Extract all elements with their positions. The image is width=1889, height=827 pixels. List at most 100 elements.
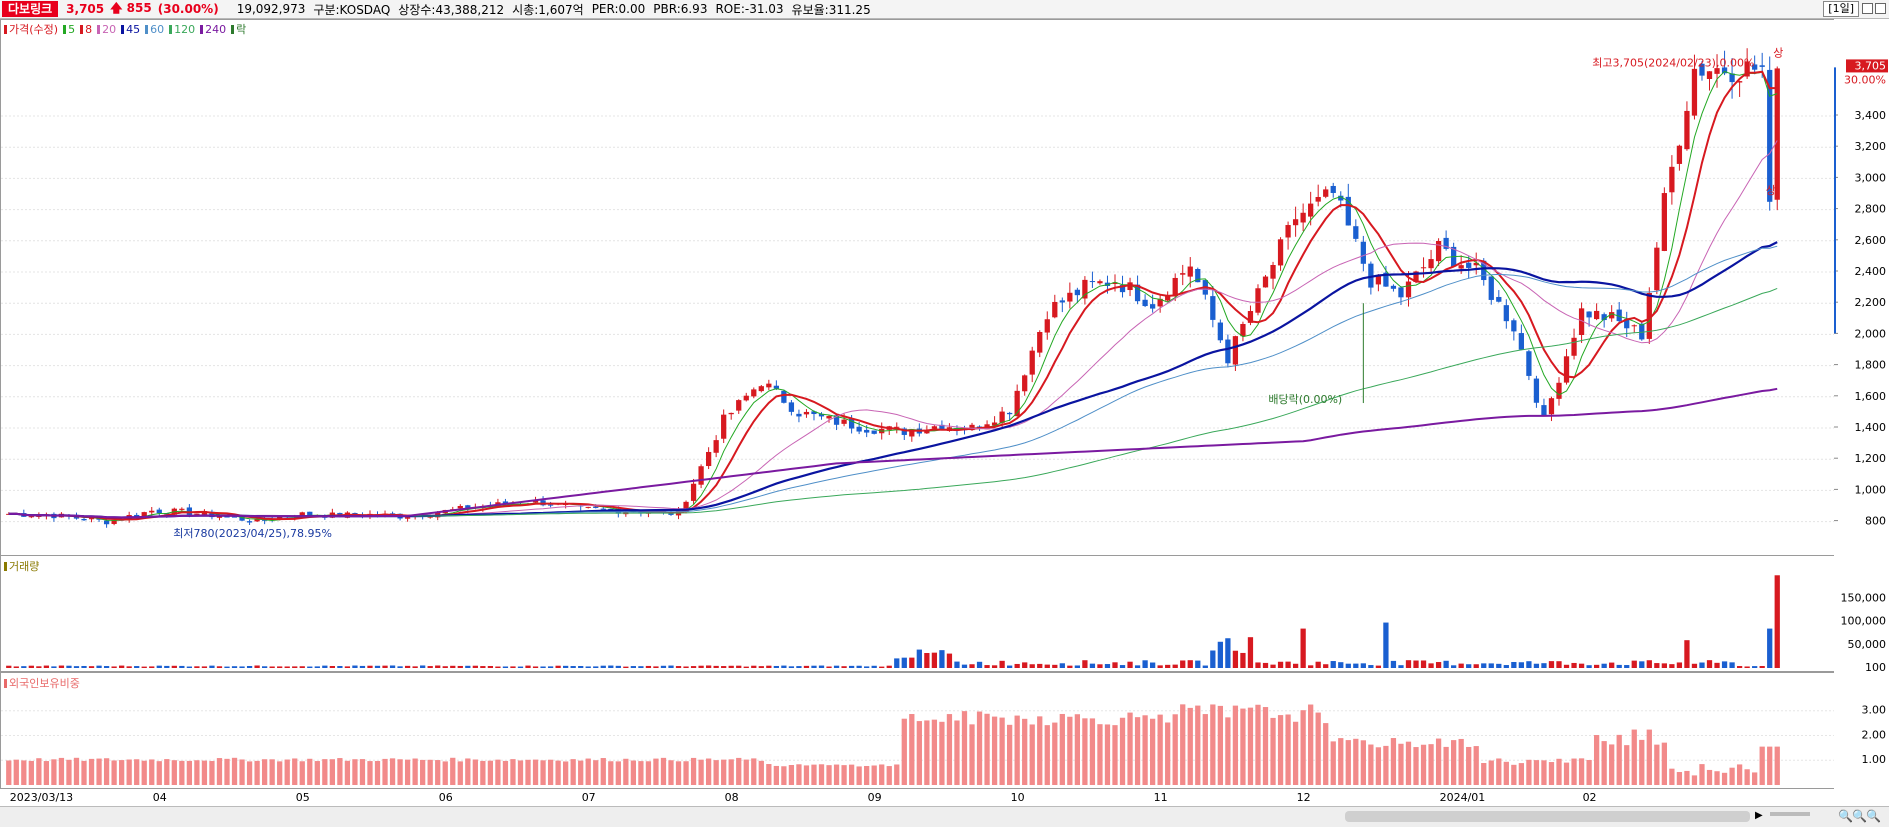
- foreign-ratio-bar: [1609, 744, 1615, 785]
- candle-body: [88, 518, 95, 520]
- legend-marker: [145, 24, 149, 34]
- volume-bar: [1593, 664, 1600, 668]
- volume-bar: [1488, 663, 1494, 668]
- candle-body: [1518, 333, 1525, 350]
- legend-item-3[interactable]: 20: [97, 23, 116, 36]
- volume-bar: [1089, 663, 1096, 668]
- candle-body: [721, 414, 727, 439]
- candle-body: [1541, 405, 1547, 416]
- volume-bar: [976, 661, 983, 668]
- candle-body: [231, 516, 238, 518]
- legend-item-5[interactable]: 60: [145, 23, 164, 36]
- volume-bar: [931, 652, 938, 668]
- legend-label: 8: [85, 22, 93, 36]
- stock-name[interactable]: 다보링크: [2, 1, 59, 17]
- legend-item-4[interactable]: 45: [121, 23, 140, 36]
- foreign-ratio-bar: [442, 761, 448, 785]
- foreign-ratio-bar: [705, 758, 712, 785]
- foreign-ratio-bar: [156, 761, 162, 785]
- foreign-ratio-bar: [593, 760, 599, 785]
- period-selector[interactable]: [1일]: [1823, 1, 1859, 17]
- foreign-ratio-bar: [450, 757, 456, 785]
- foreign-ratio-bar: [58, 757, 65, 785]
- volume-bar: [292, 666, 298, 668]
- foreign-ratio-bar: [1699, 764, 1705, 785]
- volume-bar: [721, 666, 727, 668]
- volume-bar: [1044, 664, 1050, 668]
- legend-label: 60: [150, 22, 165, 36]
- reserve-ratio: 유보율:311.25: [791, 2, 871, 17]
- candle-body: [1308, 203, 1314, 217]
- volume-bar: [1360, 663, 1366, 668]
- volume-bar: [502, 666, 509, 668]
- foreign-ratio-bar: [1082, 718, 1088, 785]
- volume-bar: [743, 666, 749, 668]
- candle-body: [1097, 281, 1103, 284]
- zoom-in-icon[interactable]: 🔍: [1852, 809, 1867, 823]
- legend-item-8[interactable]: 락: [231, 21, 246, 37]
- foreign-ratio-bar: [954, 720, 960, 785]
- candle-body: [833, 415, 840, 425]
- foreign-ratio-bar: [690, 757, 697, 785]
- volume-bar: [1210, 650, 1216, 668]
- volume-bar: [239, 666, 245, 668]
- foreign-ratio-bar: [141, 760, 147, 785]
- volume-bar: [201, 666, 208, 668]
- foreign-ratio-bar: [51, 759, 57, 785]
- volume-bar: [1435, 662, 1442, 668]
- price-y-axis[interactable]: 3,400 3,200 3,000 2,800 2,600 2,400 2,200 2,000…: [1833, 19, 1889, 556]
- volume-bar: [901, 657, 907, 668]
- candle-body: [224, 516, 230, 518]
- scroll-right-icon[interactable]: ▶: [1755, 810, 1763, 821]
- volume-bar: [1255, 662, 1261, 668]
- volume-total: 19,092,973: [236, 2, 306, 16]
- restore-icon[interactable]: [1862, 3, 1873, 14]
- volume-bar: [1473, 664, 1479, 668]
- foreign-ratio-bar: [1353, 738, 1359, 785]
- price-chart[interactable]: 최고3,705(2024/02/23),0.00% 최저780(2023/04/2…: [1, 20, 1835, 555]
- legend-item-7[interactable]: 240: [200, 23, 226, 36]
- y-tick-label: 2,400: [1855, 265, 1887, 278]
- volume-bar: [261, 666, 268, 668]
- y-tick-label: 1,400: [1855, 421, 1887, 434]
- volume-y-axis[interactable]: 150,000 100,000 50,000 100: [1834, 555, 1889, 674]
- legend-item-2[interactable]: 8: [80, 23, 92, 36]
- volume-bar: [668, 665, 674, 668]
- scroll-bar[interactable]: ▶ 🔍 🔍 🔍: [0, 806, 1889, 827]
- candle-body: [1052, 301, 1058, 318]
- foreign-ratio-bar: [1654, 744, 1660, 785]
- scroll-thumb[interactable]: [1345, 811, 1750, 822]
- foreign-ratio-bar: [1119, 717, 1126, 785]
- volume-bar: [773, 665, 779, 668]
- candle-body: [1729, 73, 1735, 83]
- candle-body: [73, 516, 80, 519]
- foreign-ratio-bar: [73, 757, 80, 785]
- foreign-ownership-chart[interactable]: [1, 673, 1835, 788]
- legend-item-6[interactable]: 120: [169, 23, 195, 36]
- volume-bar: [555, 665, 561, 668]
- legend-item-0[interactable]: 가격(수정): [4, 21, 58, 37]
- volume-bar: [1496, 663, 1502, 668]
- foreign-ratio-bar: [1202, 714, 1208, 785]
- candle-body: [1127, 282, 1133, 291]
- foreign-ratio-bar: [1420, 744, 1427, 785]
- legend-item-1[interactable]: 5: [63, 23, 75, 36]
- foreign-ratio-bar: [999, 717, 1005, 785]
- candle-body: [81, 518, 87, 521]
- zoom-slider[interactable]: [1770, 812, 1810, 816]
- volume-bar: [284, 666, 290, 668]
- foreign-y-axis[interactable]: 3.00 2.00 1.00: [1834, 672, 1889, 789]
- foreign-ratio-bar: [788, 765, 795, 785]
- candle-body: [1210, 296, 1216, 320]
- volume-chart[interactable]: [1, 556, 1835, 671]
- candle-body: [1759, 65, 1765, 67]
- volume-bar: [660, 665, 667, 668]
- candle-body: [299, 512, 305, 516]
- zoom-out-icon[interactable]: 🔍: [1838, 809, 1853, 823]
- zoom-reset-icon[interactable]: 🔍: [1866, 809, 1881, 823]
- candle-body: [1420, 267, 1427, 269]
- candle-body: [811, 411, 817, 415]
- close-icon[interactable]: [1875, 3, 1886, 14]
- candle-body: [1511, 320, 1517, 332]
- volume-bar: [322, 665, 328, 668]
